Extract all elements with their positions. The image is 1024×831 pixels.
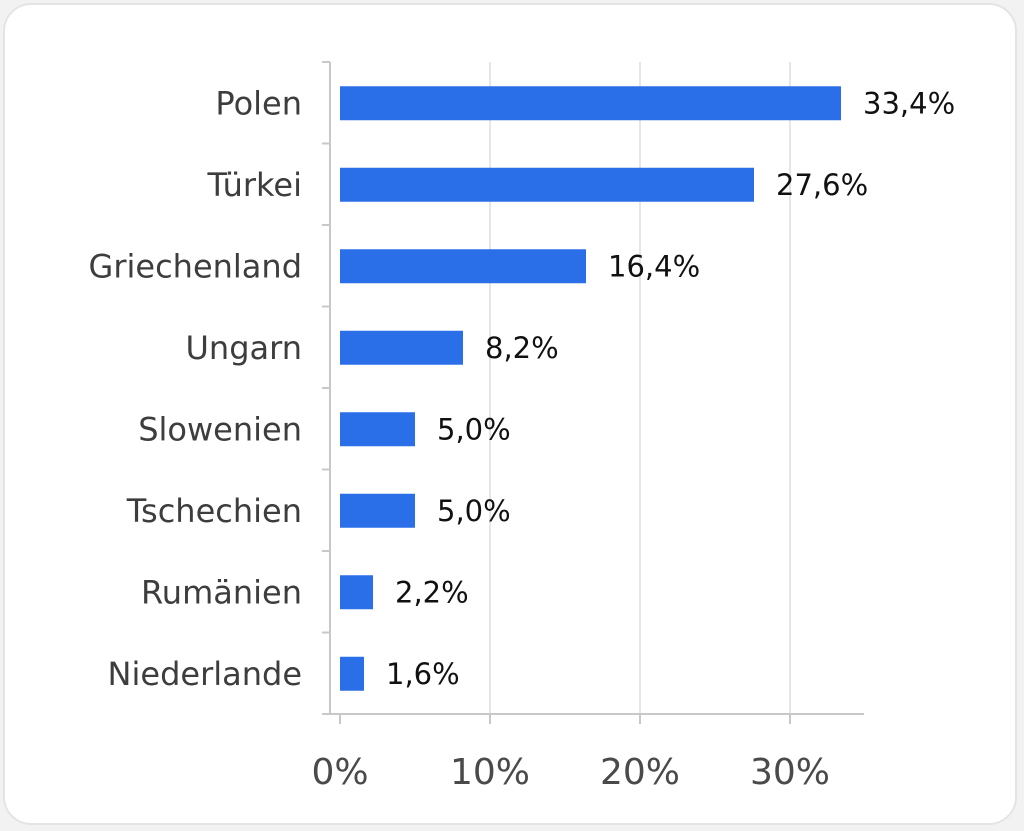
value-label: 16,4% (608, 249, 700, 283)
bar-tschechien (340, 493, 415, 528)
value-label: 1,6% (386, 657, 460, 691)
x-tick-label: 10% (450, 752, 530, 793)
value-label: 33,4% (863, 86, 955, 120)
bar-ungarn (340, 330, 463, 365)
value-label: 5,0% (437, 494, 511, 528)
category-label: Türkei (206, 166, 302, 204)
value-label: 2,2% (395, 575, 469, 609)
category-label: Polen (215, 84, 302, 122)
x-tick-label: 30% (750, 752, 830, 793)
category-label: Griechenland (89, 247, 302, 285)
chart-card (3, 3, 1017, 825)
category-label: Rumänien (141, 573, 302, 611)
bar-rumänien (340, 575, 373, 610)
category-label: Tschechien (126, 492, 302, 530)
bar-niederlande (340, 656, 364, 691)
x-tick-label: 20% (600, 752, 680, 793)
category-label: Slowenien (138, 410, 302, 448)
category-label: Ungarn (186, 329, 303, 367)
value-label: 8,2% (485, 331, 559, 365)
bar-polen (340, 86, 841, 121)
value-label: 5,0% (437, 412, 511, 446)
bar-türkei (340, 167, 754, 202)
bar-slowenien (340, 412, 415, 447)
category-label: Niederlande (108, 655, 302, 693)
value-label: 27,6% (776, 168, 868, 202)
bar-griechenland (340, 249, 586, 284)
x-tick-label: 0% (311, 752, 368, 793)
